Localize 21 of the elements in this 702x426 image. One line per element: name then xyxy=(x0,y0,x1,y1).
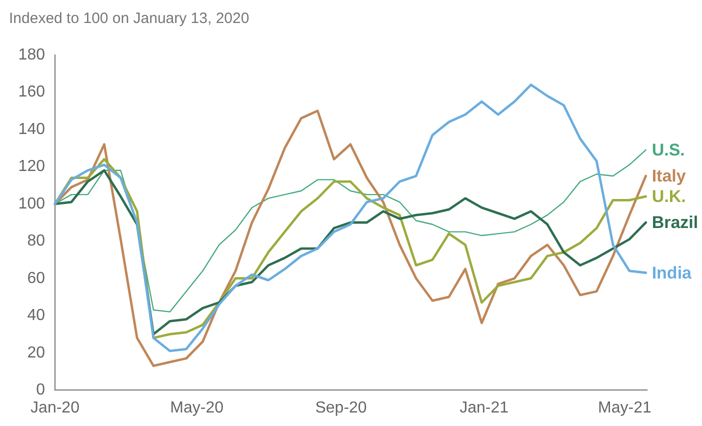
y-tick-label: 0 xyxy=(36,382,46,398)
x-tick-label: Jan-21 xyxy=(460,400,509,416)
y-tick-label: 140 xyxy=(18,120,46,138)
x-tick-label: May-21 xyxy=(598,400,652,416)
series-label: India xyxy=(652,263,692,282)
y-tick-label: 40 xyxy=(27,307,46,324)
series-label: U.S. xyxy=(652,140,685,160)
x-tick-label: Jan-20 xyxy=(30,400,80,416)
y-tick-label: 180 xyxy=(18,46,46,64)
y-tick-label: 100 xyxy=(18,195,46,212)
y-tick-label: 20 xyxy=(27,344,46,362)
series-label: U.K. xyxy=(652,186,686,206)
series-label: Italy xyxy=(652,166,686,186)
x-tick-label: Sep-20 xyxy=(315,400,367,416)
series-label: Brazil xyxy=(652,213,698,232)
y-tick-label: 160 xyxy=(18,84,46,101)
y-tick-label: 60 xyxy=(27,270,46,287)
x-tick-label: May-20 xyxy=(170,400,224,416)
chart-title: Indexed to 100 on January 13, 2020 xyxy=(9,10,250,27)
y-tick-label: 80 xyxy=(27,232,46,250)
y-tick-label: 120 xyxy=(18,158,46,176)
